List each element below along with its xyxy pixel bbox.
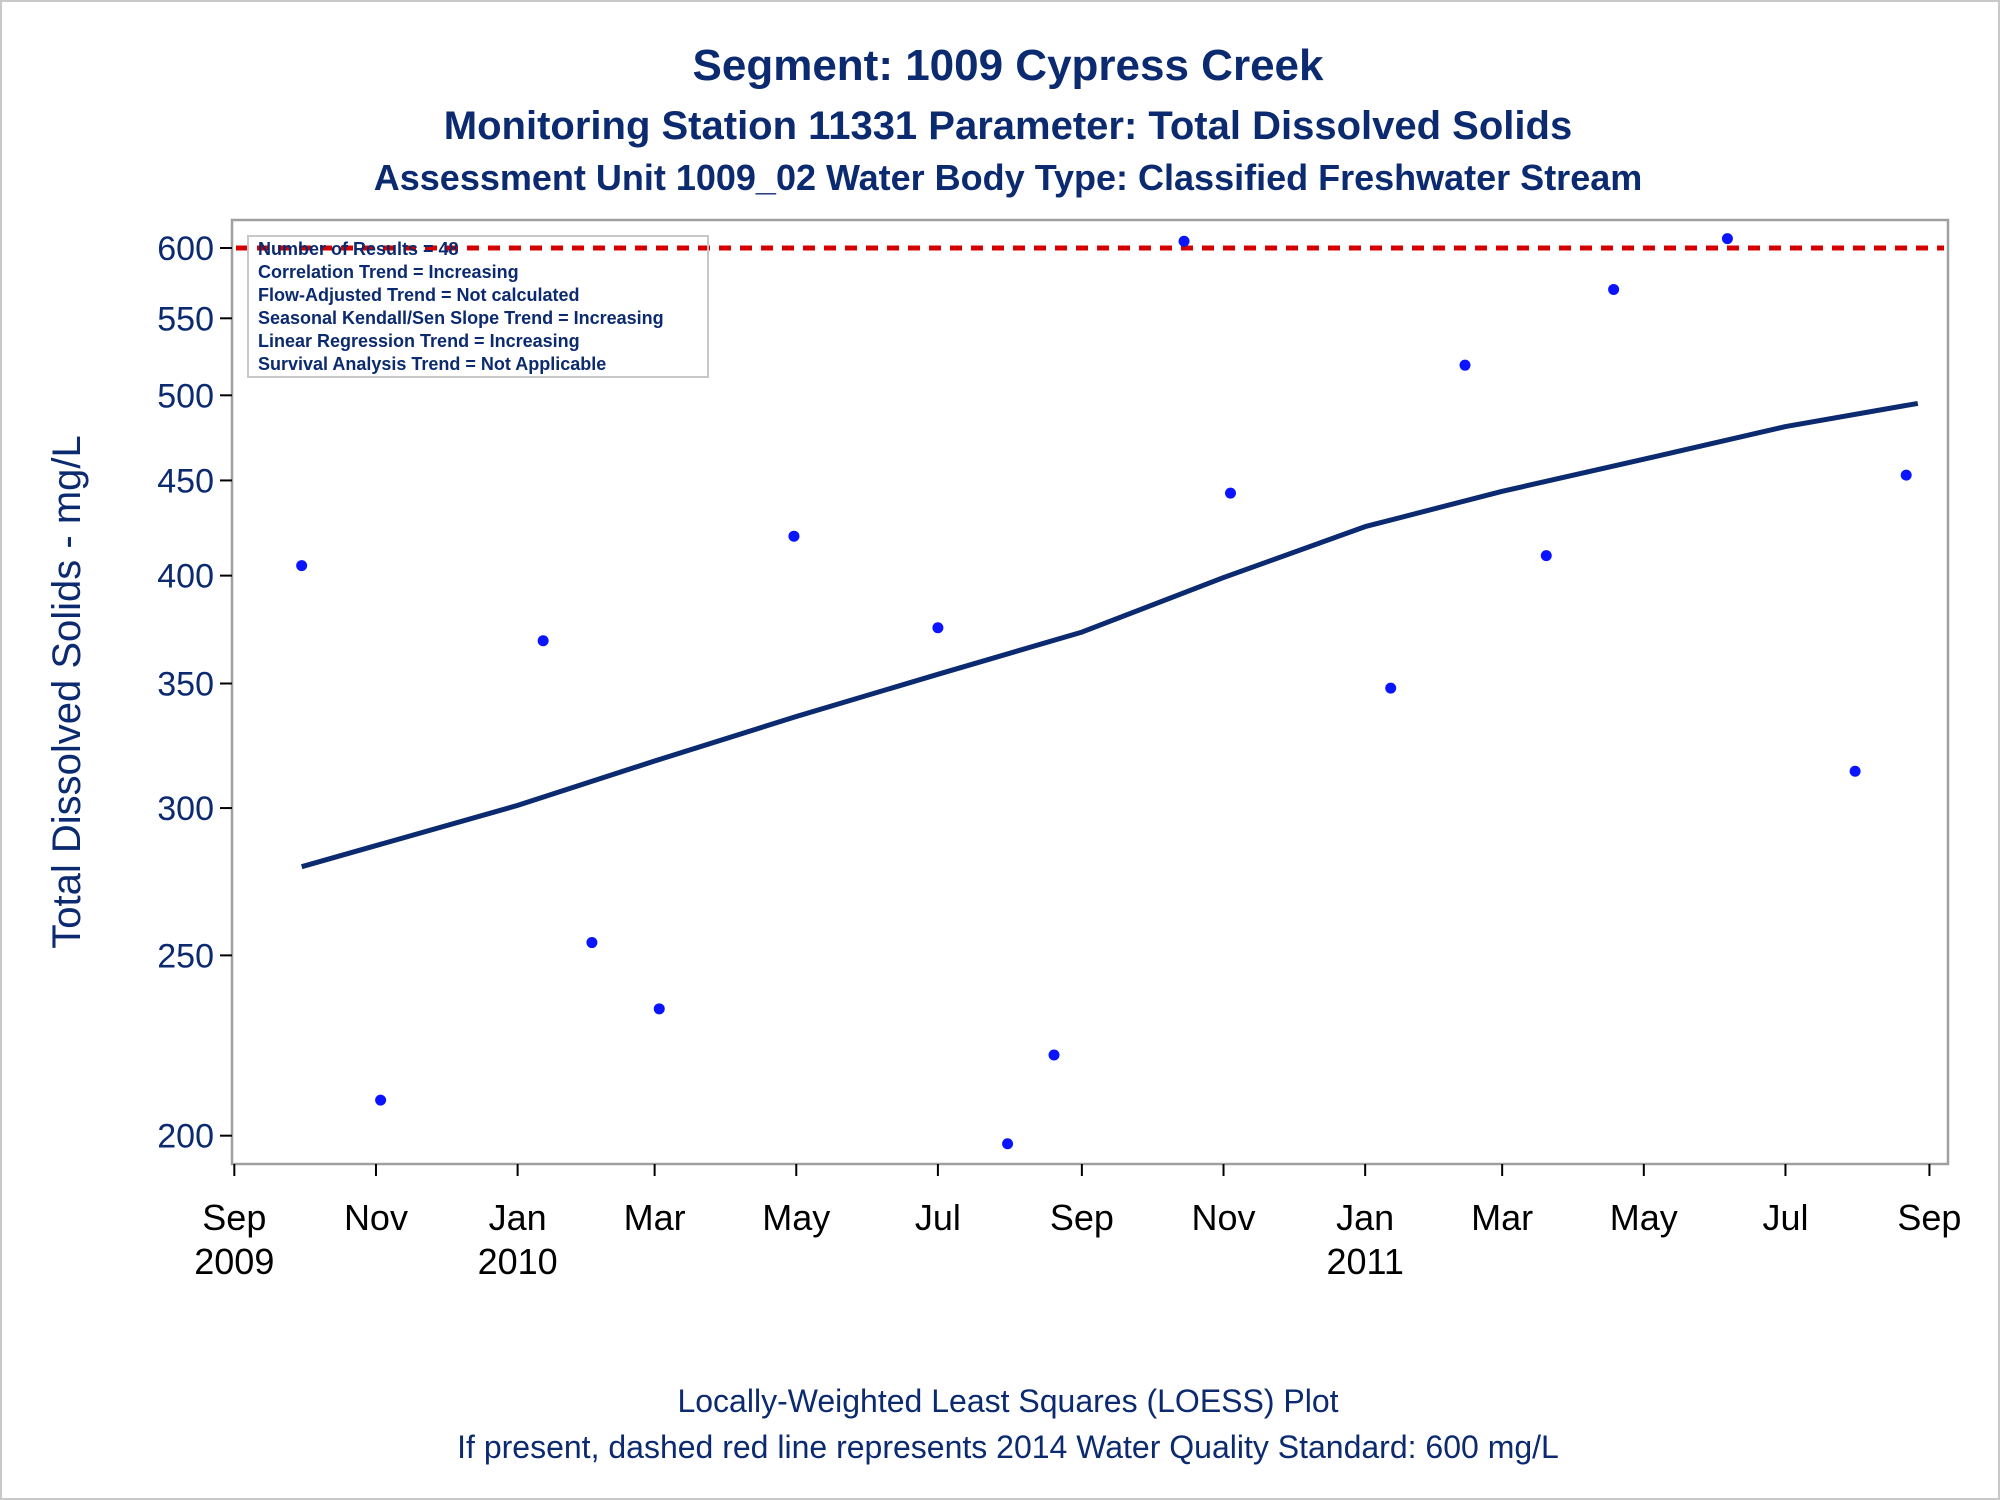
stats-legend-line-5: Linear Regression Trend = Increasing — [258, 331, 580, 351]
footnote-plot-type: Locally-Weighted Least Squares (LOESS) P… — [677, 1383, 1338, 1419]
data-point — [1459, 359, 1471, 371]
chart-title: Segment: 1009 Cypress Creek — [693, 41, 1325, 90]
data-point — [1385, 682, 1397, 694]
y-tick-label: 600 — [157, 230, 214, 268]
data-point — [1608, 283, 1620, 295]
x-tick-label: Jul — [915, 1197, 961, 1238]
x-tick-label: Jul — [1762, 1197, 1808, 1238]
trend-group — [301, 400, 1919, 870]
x-tick-label: Jan — [489, 1197, 547, 1238]
stats-legend-line-3: Flow-Adjusted Trend = Not calculated — [258, 285, 580, 305]
data-point — [653, 1003, 665, 1015]
x-tick-label: Jan — [1336, 1197, 1394, 1238]
stats-legend-box — [247, 235, 709, 378]
data-point — [1900, 469, 1912, 481]
stats-legend-line-6: Survival Analysis Trend = Not Applicable — [258, 354, 606, 374]
data-point — [586, 937, 598, 949]
x-tick-label: May — [762, 1197, 830, 1238]
y-axis-label: Total Dissolved Solids - mg/L — [45, 435, 89, 949]
data-point — [1002, 1138, 1014, 1150]
data-point — [1540, 550, 1552, 562]
x-tick-label: Sep — [1050, 1197, 1114, 1238]
x-tick-label: Sep — [1897, 1197, 1961, 1238]
x-tick-label: Mar — [624, 1197, 686, 1238]
data-point — [375, 1094, 387, 1106]
y-tick-label: 200 — [157, 1118, 214, 1156]
x-tick-label: Nov — [1192, 1197, 1256, 1238]
stats-legend-line-1: Number of Results = 48 — [258, 239, 459, 259]
x-tick-year-label: 2009 — [194, 1241, 274, 1282]
data-point — [1178, 235, 1190, 247]
footnote-standard: If present, dashed red line represents 2… — [457, 1429, 1559, 1465]
data-point — [537, 635, 549, 647]
y-tick-label: 250 — [157, 937, 214, 975]
x-tick-label: Nov — [344, 1197, 408, 1238]
chart-subtitle-2: Assessment Unit 1009_02 Water Body Type:… — [374, 157, 1643, 198]
data-point — [932, 622, 944, 634]
x-tick-label: Mar — [1471, 1197, 1533, 1238]
points-group — [296, 233, 1912, 1150]
x-tick-label: May — [1610, 1197, 1678, 1238]
y-axis: 200 250 300 350 400 450 500 550 600 — [157, 230, 232, 1156]
y-tick-label: 500 — [157, 377, 214, 415]
x-tick-label: Sep — [202, 1197, 266, 1238]
data-point — [1721, 233, 1733, 245]
y-tick-label: 350 — [157, 666, 214, 704]
stats-legend-line-2: Correlation Trend = Increasing — [258, 262, 519, 282]
data-point — [1224, 487, 1236, 499]
y-tick-label: 450 — [157, 462, 214, 500]
data-point — [296, 560, 308, 572]
y-tick-label: 300 — [157, 790, 214, 828]
y-tick-label: 550 — [157, 300, 214, 338]
loess-trend-line — [301, 400, 1919, 870]
x-tick-year-label: 2010 — [478, 1241, 558, 1282]
plot-frame — [230, 218, 1950, 1166]
x-tick-year-label: 2011 — [1326, 1241, 1403, 1282]
data-point — [1048, 1049, 1060, 1061]
chart-subtitle: Monitoring Station 11331 Parameter: Tota… — [444, 104, 1572, 148]
data-point — [1849, 765, 1861, 777]
stats-legend-line-4: Seasonal Kendall/Sen Slope Trend = Incre… — [258, 308, 664, 328]
y-tick-label: 400 — [157, 558, 214, 596]
data-point — [788, 530, 800, 542]
